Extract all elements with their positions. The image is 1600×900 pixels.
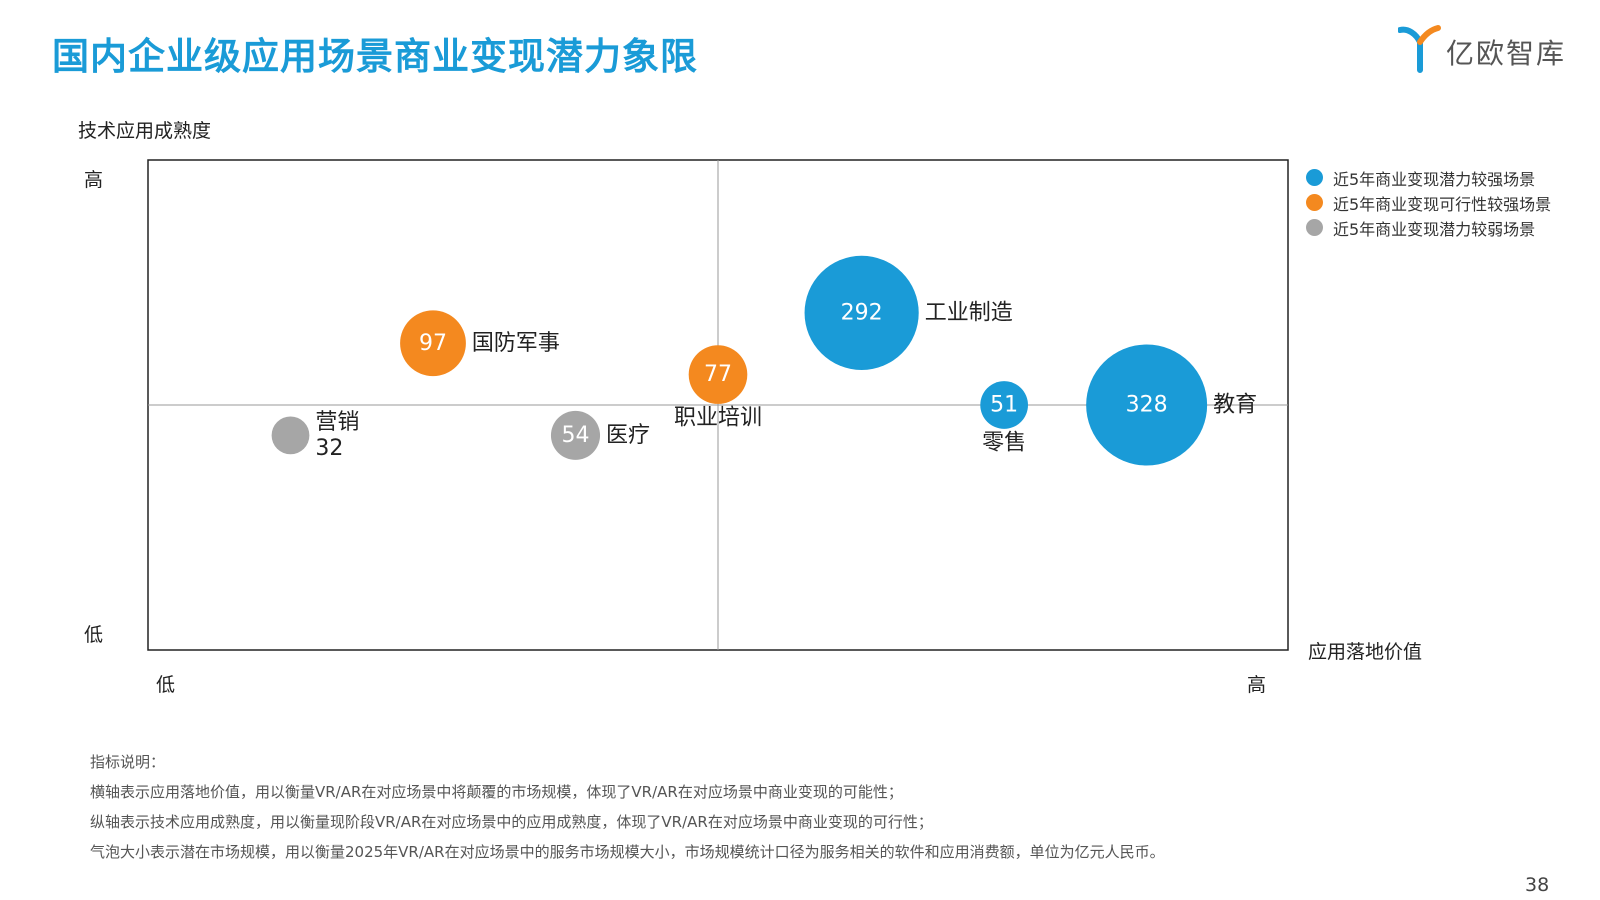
bubble-name-label: 国防军事 [472,331,560,356]
bubble-value-label: 51 [990,393,1018,418]
x-axis-title: 应用落地价值 [1308,641,1423,663]
bubble-blue [1086,344,1208,466]
legend-label: 近5年商业变现潜力较弱场景 [1333,219,1536,239]
x-axis-high-label: 高 [1247,674,1267,696]
bubble-gray [550,410,601,460]
bubble-name-label: 医疗 [606,423,650,448]
page-title: 国内企业级应用场景商业变现潜力象限 [52,35,698,78]
page-number: 38 [1525,874,1550,896]
bubble-name-label: 教育 [1213,393,1257,418]
legend-swatch-gray [1306,219,1323,236]
notes-line-bubble-size: 气泡大小表示潜在市场规模，用以衡量2025年VR/AR在对应场景中的服务市场规模… [90,843,1165,861]
bubble-name-label: 零售 [982,430,1026,455]
logo-icon [1397,25,1441,73]
logo-text: 亿欧智库 [1446,37,1567,70]
notes-line-x-axis: 横轴表示应用落地价值，用以衡量VR/AR在对应场景中将颠覆的市场规模，体现了VR… [90,783,903,801]
bubble-name-label: 营销 [315,410,359,435]
notes-line-y-axis: 纵轴表示技术应用成熟度，用以衡量现阶段VR/AR在对应场景中的应用成熟度，体现了… [90,813,933,831]
bubble-value-label: 32 [315,436,343,461]
legend-item: 近5年商业变现潜力较弱场景 [1306,215,1551,240]
y-axis-title: 技术应用成熟度 [78,120,212,142]
legend-swatch-orange [1306,194,1323,211]
yiou-logo: 亿欧智库 [1397,24,1573,74]
bubble-value-label: 77 [704,362,732,387]
bubble-blue [980,381,1028,429]
legend-label: 近5年商业变现可行性较强场景 [1333,194,1552,214]
legend-item: 近5年商业变现潜力较强场景 [1306,165,1551,190]
bubble-name-label: 职业培训 [674,405,762,430]
bubble-blue [804,255,919,370]
chart-legend: 近5年商业变现潜力较强场景 近5年商业变现可行性较强场景 近5年商业变现潜力较弱… [1306,165,1551,240]
notes-heading: 指标说明： [90,753,166,771]
bubble-orange [400,310,466,377]
bubble-gray [271,416,310,455]
legend-label: 近5年商业变现潜力较强场景 [1333,169,1536,189]
bubble-orange [688,345,748,404]
y-axis-low-label: 低 [84,624,104,646]
indicator-notes: 指标说明： 横轴表示应用落地价值，用以衡量VR/AR在对应场景中将颠覆的市场规模… [90,747,1165,867]
bubble-value-label: 54 [562,423,590,448]
bubble-name-label: 工业制造 [925,300,1013,325]
x-axis-low-label: 低 [156,674,176,696]
y-axis-high-label: 高 [84,169,104,191]
legend-item: 近5年商业变现可行性较强场景 [1306,190,1551,215]
bubble-value-label: 328 [1126,393,1168,418]
bubble-value-label: 97 [419,331,447,356]
legend-swatch-blue [1306,169,1323,186]
bubble-value-label: 292 [841,300,883,325]
